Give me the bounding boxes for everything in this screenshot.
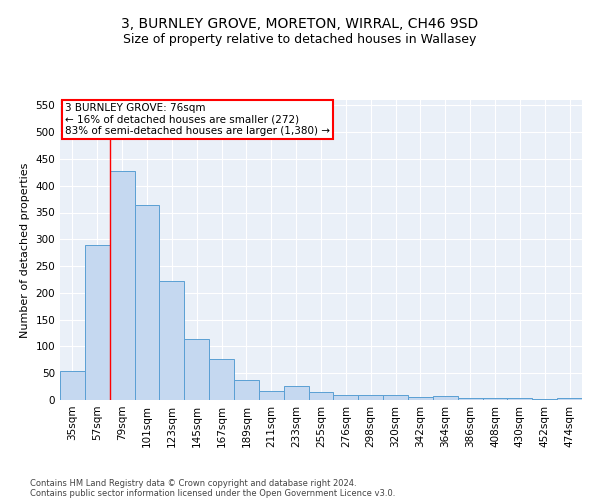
Bar [209,360,234,400]
Bar [408,397,433,400]
Bar [234,380,259,400]
Bar [160,281,184,400]
Bar [134,205,160,400]
Bar [259,391,284,400]
Text: 3, BURNLEY GROVE, MORETON, WIRRAL, CH46 9SD: 3, BURNLEY GROVE, MORETON, WIRRAL, CH46 … [121,18,479,32]
Bar [433,396,458,400]
Text: Contains HM Land Registry data © Crown copyright and database right 2024.: Contains HM Land Registry data © Crown c… [30,478,356,488]
Bar [184,340,209,400]
Bar [334,395,358,400]
Text: 3 BURNLEY GROVE: 76sqm
← 16% of detached houses are smaller (272)
83% of semi-de: 3 BURNLEY GROVE: 76sqm ← 16% of detached… [65,103,330,136]
Bar [358,395,383,400]
Bar [284,386,308,400]
Bar [60,370,85,400]
Bar [458,398,482,400]
Bar [110,170,134,400]
Bar [383,395,408,400]
Text: Size of property relative to detached houses in Wallasey: Size of property relative to detached ho… [124,32,476,46]
Bar [557,398,582,400]
Text: Contains public sector information licensed under the Open Government Licence v3: Contains public sector information licen… [30,488,395,498]
Bar [308,392,334,400]
Bar [508,398,532,400]
Y-axis label: Number of detached properties: Number of detached properties [20,162,30,338]
Bar [482,398,508,400]
Bar [85,244,110,400]
